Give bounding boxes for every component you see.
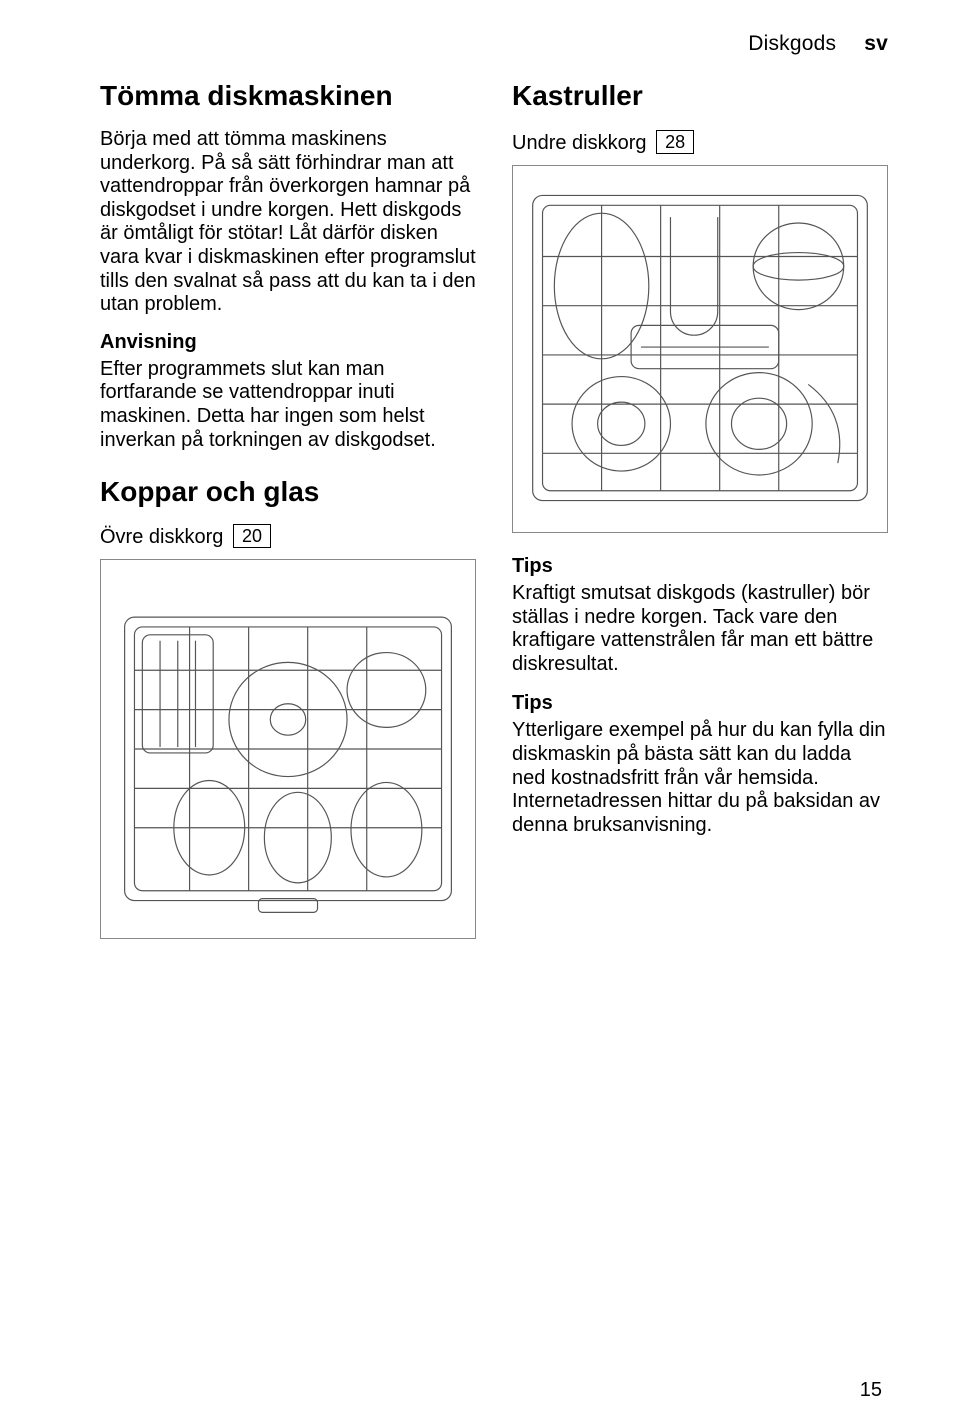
upper-basket-ref: 20: [233, 524, 271, 548]
tips-body-2: Ytterligare exempel på hur du kan fylla …: [512, 719, 888, 837]
upper-basket-line: Övre diskkorg 20: [100, 524, 476, 549]
content-columns: Tömma diskmaskinen Börja med att tömma m…: [100, 78, 888, 939]
right-column: Kastruller Undre diskkorg 28: [512, 78, 888, 939]
lower-basket-ref: 28: [656, 130, 694, 154]
upper-basket-illustration: [100, 559, 476, 939]
upper-basket-label: Övre diskkorg: [100, 526, 223, 548]
header-language: sv: [864, 32, 888, 55]
heading-empty-dishwasher: Tömma diskmaskinen: [100, 80, 476, 112]
page-header: Diskgods sv: [100, 32, 888, 56]
heading-pots: Kastruller: [512, 80, 888, 112]
cups-section: Koppar och glas Övre diskkorg 20: [100, 476, 476, 939]
left-column: Tömma diskmaskinen Börja med att tömma m…: [100, 78, 476, 939]
lower-basket-illustration: [512, 165, 888, 533]
tips-block-2: Tips Ytterligare exempel på hur du kan f…: [512, 692, 888, 837]
empty-paragraph-block: Börja med att tömma maskinens underkorg.…: [100, 128, 476, 317]
note-title: Anvisning: [100, 331, 476, 354]
dish-basket-lower-icon: [513, 166, 887, 532]
tips-block-1: Tips Kraftigt smutsat diskgods (kastrull…: [512, 555, 888, 676]
tips-title-2: Tips: [512, 692, 888, 715]
heading-cups-glasses: Koppar och glas: [100, 476, 476, 508]
dish-basket-upper-icon: [101, 560, 475, 938]
tips-body-1: Kraftigt smutsat diskgods (kastruller) b…: [512, 582, 888, 676]
lower-basket-line: Undre diskkorg 28: [512, 130, 888, 155]
empty-paragraph: Börja med att tömma maskinens underkorg.…: [100, 128, 476, 317]
lower-basket-label: Undre diskkorg: [512, 132, 647, 154]
page-number: 15: [860, 1379, 882, 1402]
header-section: Diskgods: [748, 32, 836, 55]
tips-title-1: Tips: [512, 555, 888, 578]
note-body: Efter programmets slut kan man fortfaran…: [100, 358, 476, 452]
